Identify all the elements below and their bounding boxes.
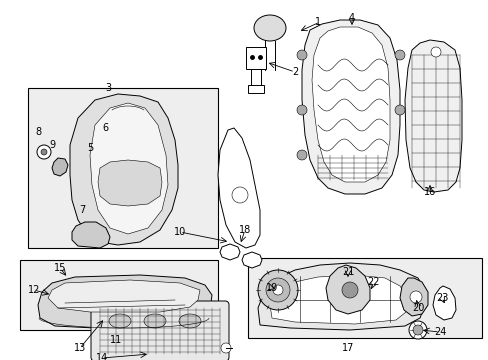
Polygon shape bbox=[72, 222, 110, 248]
Polygon shape bbox=[432, 286, 455, 320]
Polygon shape bbox=[302, 20, 399, 194]
Text: 15: 15 bbox=[54, 263, 66, 273]
Text: 13: 13 bbox=[74, 343, 86, 353]
Circle shape bbox=[296, 50, 306, 60]
Polygon shape bbox=[98, 160, 162, 206]
Ellipse shape bbox=[109, 314, 131, 328]
Polygon shape bbox=[220, 244, 240, 260]
FancyBboxPatch shape bbox=[91, 301, 228, 360]
Bar bbox=[28, 88, 218, 248]
Text: 3: 3 bbox=[105, 83, 111, 93]
Circle shape bbox=[231, 187, 247, 203]
Text: 21: 21 bbox=[341, 267, 353, 277]
Polygon shape bbox=[90, 103, 168, 234]
Polygon shape bbox=[38, 275, 212, 328]
Text: 19: 19 bbox=[265, 283, 278, 293]
Text: 20: 20 bbox=[411, 303, 423, 313]
Ellipse shape bbox=[179, 314, 201, 328]
Circle shape bbox=[394, 105, 404, 115]
Text: 12: 12 bbox=[28, 285, 40, 295]
Text: 1: 1 bbox=[314, 17, 321, 27]
Text: 10: 10 bbox=[174, 227, 186, 237]
Text: 4: 4 bbox=[348, 13, 354, 23]
Circle shape bbox=[394, 50, 404, 60]
Text: 2: 2 bbox=[291, 67, 298, 77]
Bar bbox=[245, 47, 265, 69]
Circle shape bbox=[430, 47, 440, 57]
Circle shape bbox=[296, 150, 306, 160]
Ellipse shape bbox=[253, 15, 285, 41]
Circle shape bbox=[408, 321, 426, 339]
Bar bbox=[247, 85, 264, 93]
Text: 5: 5 bbox=[87, 143, 93, 153]
Polygon shape bbox=[242, 252, 262, 268]
Text: 22: 22 bbox=[367, 277, 380, 287]
Circle shape bbox=[41, 149, 47, 155]
Text: 24: 24 bbox=[433, 327, 445, 337]
Polygon shape bbox=[269, 275, 407, 324]
Polygon shape bbox=[404, 40, 461, 192]
Text: 23: 23 bbox=[435, 293, 447, 303]
Text: 17: 17 bbox=[341, 343, 353, 353]
Text: 6: 6 bbox=[102, 123, 108, 133]
Text: 8: 8 bbox=[35, 127, 41, 137]
Ellipse shape bbox=[143, 314, 165, 328]
Text: 16: 16 bbox=[423, 187, 435, 197]
Bar bbox=[20, 260, 218, 330]
Polygon shape bbox=[70, 94, 178, 245]
Polygon shape bbox=[399, 278, 427, 316]
Polygon shape bbox=[258, 263, 424, 330]
Bar bbox=[247, 258, 481, 338]
Text: 18: 18 bbox=[238, 225, 251, 235]
Circle shape bbox=[296, 105, 306, 115]
Polygon shape bbox=[311, 27, 389, 182]
Polygon shape bbox=[218, 128, 260, 248]
Polygon shape bbox=[48, 280, 200, 312]
Circle shape bbox=[409, 291, 421, 303]
Polygon shape bbox=[52, 158, 68, 176]
Text: 9: 9 bbox=[49, 140, 55, 150]
Text: 14: 14 bbox=[96, 353, 108, 360]
Circle shape bbox=[341, 282, 357, 298]
Text: 11: 11 bbox=[110, 335, 122, 345]
Circle shape bbox=[272, 285, 283, 295]
Text: 7: 7 bbox=[79, 205, 85, 215]
Circle shape bbox=[258, 270, 297, 310]
Circle shape bbox=[265, 278, 289, 302]
Polygon shape bbox=[325, 265, 369, 314]
Circle shape bbox=[412, 325, 422, 335]
Circle shape bbox=[37, 145, 51, 159]
Circle shape bbox=[221, 343, 230, 353]
